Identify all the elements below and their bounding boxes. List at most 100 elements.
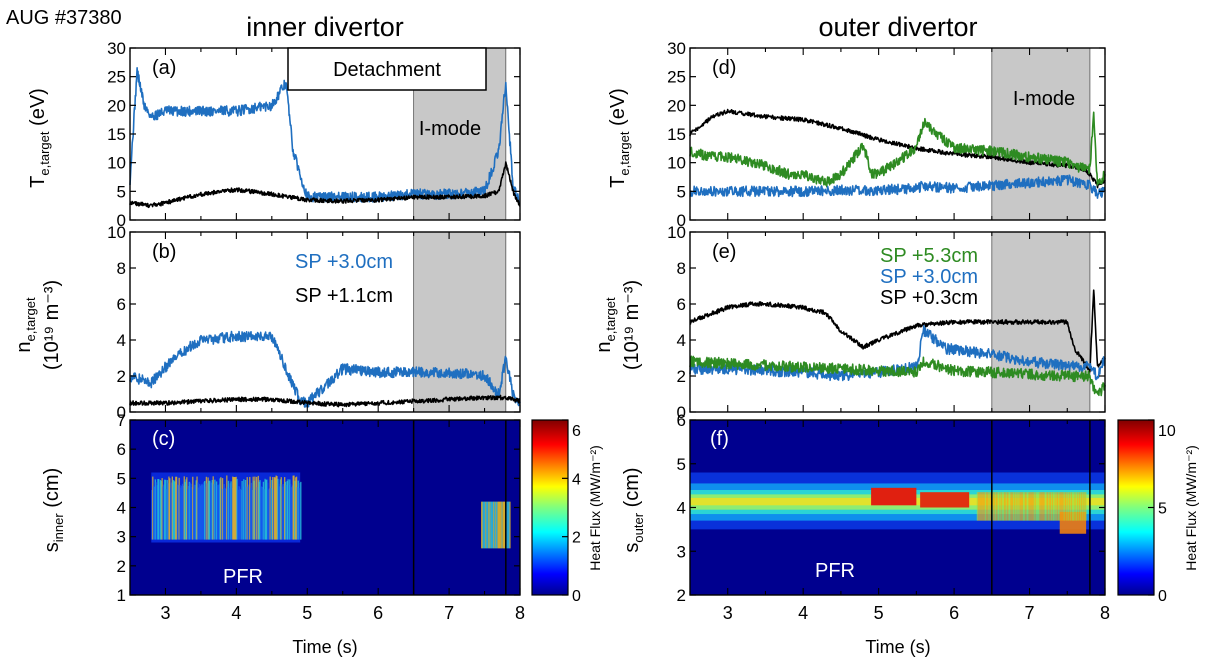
colorbar-inner <box>531 419 569 596</box>
series-black-line <box>129 161 521 209</box>
x-axis-label-left: Time (s) <box>292 637 357 657</box>
x-tick-label: 3 <box>160 603 170 623</box>
y-tick-label: 4 <box>677 331 686 350</box>
y-tick-label: 0 <box>117 403 126 422</box>
legend-entry-black: SP +0.3cm <box>880 287 978 309</box>
s-inner-ylabel: sinner (cm) <box>41 468 66 552</box>
y-tick-label: 20 <box>107 96 126 115</box>
colorbar-tick-label: 0 <box>572 588 581 605</box>
pfr-label-inner: PFR <box>223 566 263 588</box>
panel-label-c: (c) <box>152 428 175 450</box>
y-tick-label: 15 <box>107 125 126 144</box>
x-tick-label: 3 <box>723 603 733 623</box>
panel-b-ne-inner: (b) SP +3.0cm SP +1.1cm 0 2 4 6 8 10 <box>107 223 521 422</box>
series-blue-line <box>129 330 521 408</box>
colorbar-tick-label: 4 <box>572 471 581 488</box>
y-tick-label: 4 <box>117 331 126 350</box>
imode-label-inner: I-mode <box>419 118 481 140</box>
y-tick-label: 2 <box>117 557 126 576</box>
x-tick-label: 8 <box>515 603 525 623</box>
y-tick-label: 2 <box>117 367 126 386</box>
x-tick-label: 7 <box>444 603 454 623</box>
panel-label-f: (f) <box>710 428 729 450</box>
series-black-line <box>689 289 1106 373</box>
y-tick-label: 7 <box>117 411 126 430</box>
colorbar-tick-label: 0 <box>1158 588 1167 605</box>
y-tick-label: 6 <box>117 295 126 314</box>
detachment-box <box>287 47 487 91</box>
y-tick-label: 5 <box>117 182 126 201</box>
shot-label: AUG #37380 <box>6 7 122 29</box>
y-tick-label: 0 <box>677 403 686 422</box>
panel-label-b: (b) <box>152 241 176 263</box>
series-black-line <box>129 394 521 408</box>
heatmap-field <box>151 472 511 549</box>
panel-label-a: (a) <box>152 57 176 79</box>
x-tick-label: 8 <box>1100 603 1110 623</box>
y-tick-label: 30 <box>107 39 126 58</box>
legend-entry-green: SP +5.3cm <box>880 245 978 267</box>
detachment-label: Detachment <box>333 59 441 81</box>
colorbar-tick-label: 6 <box>572 423 581 440</box>
series-blue-line <box>129 67 521 204</box>
legend-entry-blue: SP +3.0cm <box>880 266 978 288</box>
panel-label-e: (e) <box>712 241 736 263</box>
series-green-line <box>689 111 1106 188</box>
y-tick-label: 3 <box>117 528 126 547</box>
colorbar-tick-label: 5 <box>1158 501 1167 518</box>
x-axis-label-right: Time (s) <box>865 637 930 657</box>
y-tick-label: 6 <box>677 295 686 314</box>
te-ylabel-right: Te,target (eV) <box>607 88 632 188</box>
y-tick-label: 25 <box>667 68 686 87</box>
y-tick-label: 15 <box>667 125 686 144</box>
ne-ylabel-left: ne,target <box>13 297 38 353</box>
y-tick-label: 30 <box>667 39 686 58</box>
panel-label-d: (d) <box>712 57 736 79</box>
colorbar-label-inner: Heat Flux (MW/m⁻²) <box>587 445 603 571</box>
pfr-label-outer: PFR <box>815 560 855 582</box>
ne-unit-left: (10¹⁹ m⁻³) <box>41 280 63 370</box>
colorbar-ticks: 0 2 4 6 0 5 10 <box>562 419 1176 605</box>
x-tick-label: 5 <box>874 603 884 623</box>
x-tick-label: 4 <box>798 603 808 623</box>
y-tick-label: 8 <box>117 259 126 278</box>
x-tick-label: 6 <box>373 603 383 623</box>
y-tick-label: 0 <box>677 211 686 230</box>
series-blue-line <box>689 174 1106 199</box>
series-green-line <box>689 355 1106 397</box>
plot-frame <box>129 231 521 413</box>
colorbar-tick-label: 10 <box>1158 423 1176 440</box>
y-tick-label: 6 <box>677 411 686 430</box>
colorbar-tick-label: 2 <box>572 530 581 547</box>
y-tick-label: 4 <box>677 499 686 518</box>
plot-frame <box>689 231 1106 413</box>
imode-shaded-region <box>991 47 1091 221</box>
y-tick-label: 10 <box>107 154 126 173</box>
x-tick-label: 4 <box>231 603 241 623</box>
series-blue-line <box>689 325 1106 382</box>
y-tick-label: 0 <box>117 211 126 230</box>
inner-divertor-title: inner divertor <box>246 12 404 42</box>
s-outer-ylabel: souter (cm) <box>621 467 646 552</box>
y-tick-label: 5 <box>117 469 126 488</box>
x-tick-label: 7 <box>1025 603 1035 623</box>
y-tick-label: 2 <box>677 367 686 386</box>
panel-d-te-outer: (d) 0 5 10 15 20 25 30 <box>667 39 1106 230</box>
x-tick-label: 6 <box>949 603 959 623</box>
imode-label-outer: I-mode <box>1013 88 1075 110</box>
y-tick-label: 10 <box>667 223 686 242</box>
y-tick-label: 10 <box>667 154 686 173</box>
y-tick-label: 3 <box>677 542 686 561</box>
x-tick-label: 5 <box>302 603 312 623</box>
panel-f-heatflux-outer: 2 3 4 5 6 3 4 5 6 7 8 <box>677 411 1110 623</box>
ne-unit-right: (10¹⁹ m⁻³) <box>621 280 643 370</box>
ne-ylabel-right: ne,target <box>593 297 618 353</box>
y-tick-label: 5 <box>677 455 686 474</box>
y-tick-label: 25 <box>107 68 126 87</box>
y-tick-label: 2 <box>677 586 686 605</box>
y-tick-label: 10 <box>107 223 126 242</box>
panel-c-heatflux-inner: 1 2 3 4 5 6 7 3 4 5 6 7 8 <box>117 411 525 623</box>
y-tick-label: 1 <box>117 586 126 605</box>
